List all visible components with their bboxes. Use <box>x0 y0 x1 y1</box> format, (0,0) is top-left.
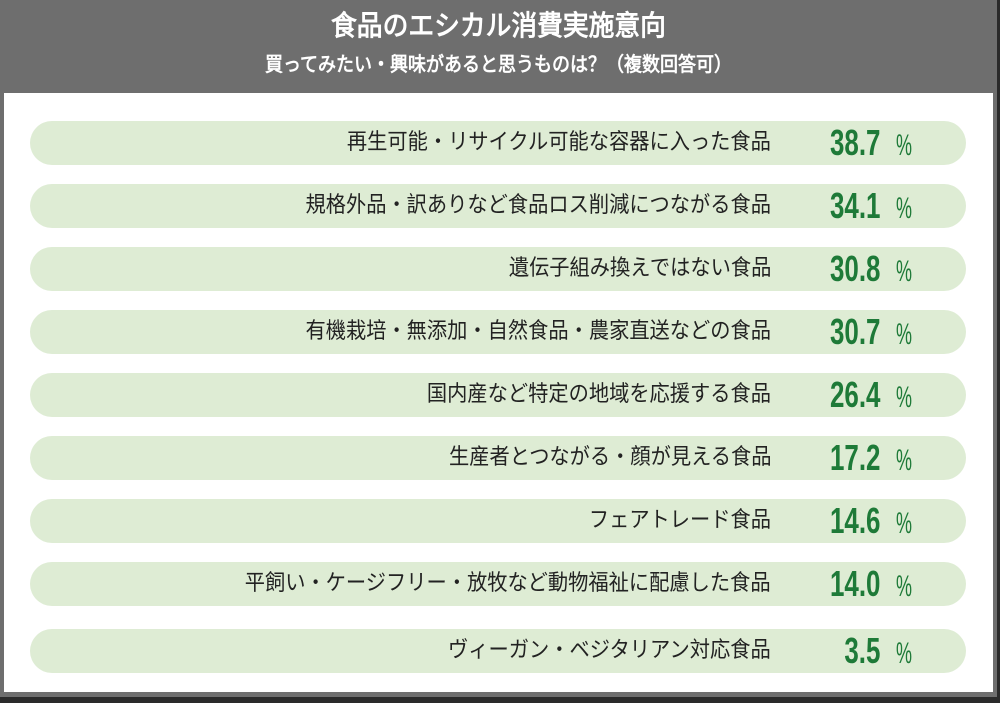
row-value: 3.5% <box>830 629 922 673</box>
result-row: 規格外品・訳ありなど食品ロス削減につながる食品 34.1% <box>30 184 966 228</box>
percent-sign: % <box>896 444 913 477</box>
result-row: 有機栽培・無添加・自然食品・農家直送などの食品 30.7% <box>30 310 966 354</box>
row-label: 遺伝子組み換えではない食品 <box>508 256 771 281</box>
row-value: 38.7% <box>830 121 922 165</box>
frame-shadow-right <box>997 0 1000 703</box>
percent-sign: % <box>896 129 913 162</box>
row-value: 14.0% <box>830 562 922 606</box>
row-value-number: 34.1 <box>830 185 881 226</box>
percent-sign: % <box>896 192 913 225</box>
row-value: 30.7% <box>830 310 922 354</box>
row-value-number: 17.2 <box>830 437 881 478</box>
percent-sign: % <box>896 637 913 670</box>
result-row: 遺伝子組み換えではない食品 30.8% <box>30 247 966 291</box>
percent-sign: % <box>896 507 913 540</box>
chart-title: 食品のエシカル消費実施意向 <box>331 9 666 42</box>
percent-sign: % <box>896 381 913 414</box>
result-row: 国内産など特定の地域を応援する食品 26.4% <box>30 373 966 417</box>
row-label: フェアトレード食品 <box>588 508 771 533</box>
row-value: 30.8% <box>830 247 922 291</box>
row-label: 国内産など特定の地域を応援する食品 <box>426 382 771 407</box>
row-value: 17.2% <box>830 436 922 480</box>
percent-sign: % <box>896 318 913 351</box>
row-value-number: 14.6 <box>830 500 881 541</box>
row-label: ヴィーガン・ベジタリアン対応食品 <box>448 638 771 663</box>
result-row: 生産者とつながる・顔が見える食品 17.2% <box>30 436 966 480</box>
result-row: フェアトレード食品 14.6% <box>30 499 966 543</box>
row-value: 26.4% <box>830 373 922 417</box>
row-value-number: 14.0 <box>830 563 881 604</box>
row-label: 平飼い・ケージフリー・放牧など動物福祉に配慮した食品 <box>245 571 771 596</box>
row-label: 規格外品・訳ありなど食品ロス削減につながる食品 <box>305 193 771 218</box>
chart-header: 食品のエシカル消費実施意向 買ってみたい・興味があると思うものは？（複数回答可） <box>0 0 997 93</box>
percent-sign: % <box>896 570 913 603</box>
frame-shadow-bottom <box>0 697 1000 703</box>
result-row: 平飼い・ケージフリー・放牧など動物福祉に配慮した食品 14.0% <box>30 562 966 606</box>
results-panel: 再生可能・リサイクル可能な容器に入った食品 38.7% 規格外品・訳ありなど食品… <box>4 93 993 692</box>
row-label: 生産者とつながる・顔が見える食品 <box>448 445 771 470</box>
row-value-number: 3.5 <box>844 630 881 671</box>
result-row: ヴィーガン・ベジタリアン対応食品 3.5% <box>30 629 966 673</box>
row-value-number: 38.7 <box>830 122 881 163</box>
row-label: 再生可能・リサイクル可能な容器に入った食品 <box>346 130 771 155</box>
percent-sign: % <box>896 255 913 288</box>
row-value-number: 30.7 <box>830 311 881 352</box>
result-row: 再生可能・リサイクル可能な容器に入った食品 38.7% <box>30 121 966 165</box>
row-value-number: 26.4 <box>830 374 881 415</box>
chart-subtitle: 買ってみたい・興味があると思うものは？（複数回答可） <box>264 52 733 76</box>
row-value: 14.6% <box>830 499 922 543</box>
row-value: 34.1% <box>830 184 922 228</box>
row-label: 有機栽培・無添加・自然食品・農家直送などの食品 <box>305 319 771 344</box>
row-value-number: 30.8 <box>830 248 881 289</box>
